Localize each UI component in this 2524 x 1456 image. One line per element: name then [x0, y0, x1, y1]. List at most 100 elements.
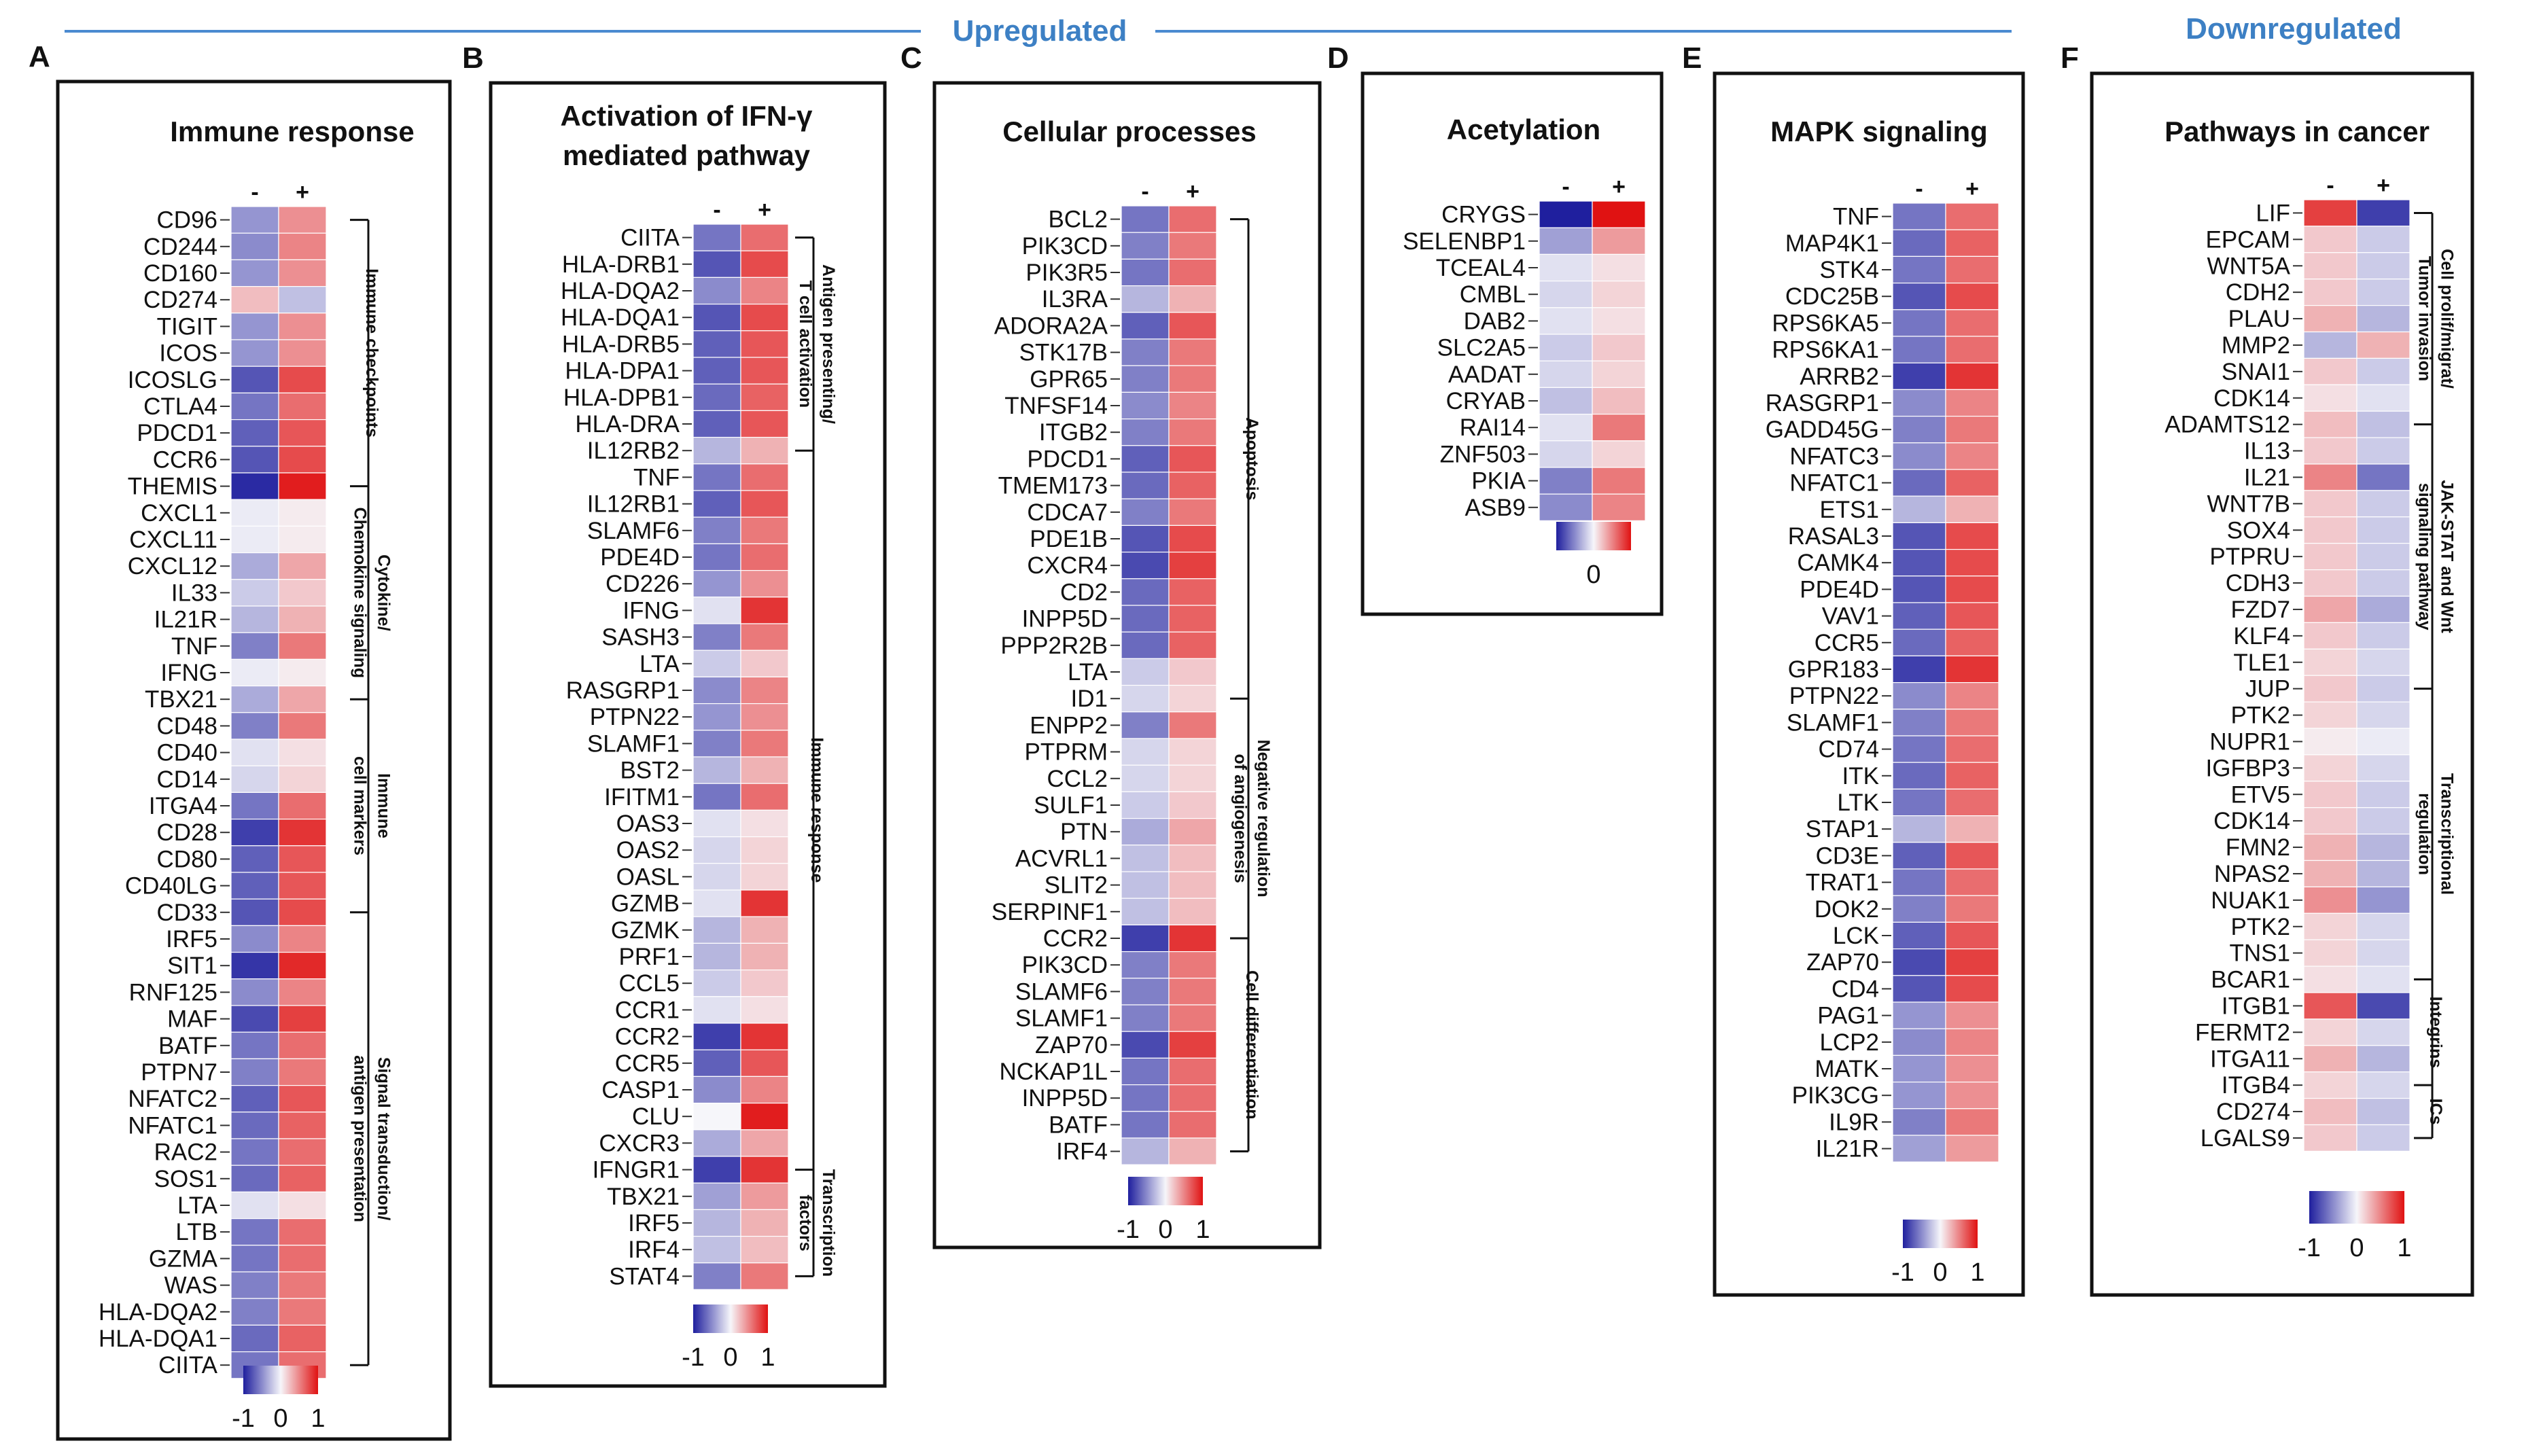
heatmap-cell	[278, 872, 327, 900]
gene-label: PDE4D	[600, 544, 680, 571]
heatmap-cell	[2356, 781, 2411, 809]
gene-label: IRF4	[628, 1237, 680, 1263]
group-label-line: Immune	[374, 773, 393, 838]
gene-label: CD40	[157, 740, 217, 766]
heatmap-cell	[1121, 845, 1170, 872]
heatmap-cell	[278, 818, 327, 847]
heatmap-cell	[740, 1235, 789, 1264]
group-label-line: Transcriptional	[2438, 773, 2457, 895]
group-label-line: Cell prolif/migrat/	[2438, 249, 2457, 389]
heatmap-cell	[278, 1324, 327, 1353]
heatmap-cell	[2356, 516, 2411, 544]
scale-tick-label: -1	[1117, 1215, 1140, 1244]
gene-label: CCL5	[619, 970, 680, 997]
gene-label: CDCA7	[1027, 499, 1108, 526]
heatmap-cell	[1892, 548, 1946, 577]
heatmap-cell	[230, 818, 279, 847]
heatmap-cell	[2303, 675, 2358, 703]
heatmap-cell	[2356, 992, 2411, 1020]
heatmap-cell	[230, 632, 279, 660]
heatmap-cell	[230, 898, 279, 926]
heatmap-cell	[740, 543, 789, 571]
heatmap-cell	[278, 1298, 327, 1326]
gene-label: RASGRP1	[566, 677, 680, 704]
heatmap-cell	[740, 1023, 789, 1050]
heatmap-cell	[693, 597, 741, 624]
heatmap-cell	[1168, 445, 1217, 473]
gene-label: IL9R	[1829, 1109, 1879, 1135]
gene-label: CXCR3	[599, 1130, 680, 1156]
heatmap-cell	[693, 330, 741, 358]
heatmap-cell	[278, 1005, 327, 1033]
gene-label: JUP	[2245, 676, 2290, 703]
panel-letter: B	[462, 41, 484, 75]
panel-frame	[56, 79, 452, 1441]
group-label: ICs	[2426, 1099, 2445, 1125]
heatmap-cell	[278, 978, 327, 1006]
heatmap-cell	[1168, 898, 1217, 925]
heatmap-cell	[230, 1138, 279, 1166]
heatmap-cell	[230, 366, 279, 394]
gene-label: TBX21	[145, 686, 217, 713]
gene-label: STAP1	[1806, 816, 1879, 842]
gene-label: NFATC2	[128, 1086, 217, 1112]
gene-label: SASH3	[601, 624, 680, 651]
gene-label: CRYGS	[1441, 202, 1526, 228]
heatmap-cell	[2303, 912, 2358, 940]
gene-label: ETS1	[1819, 497, 1879, 523]
heatmap-cell	[1892, 575, 1946, 603]
heatmap-cell	[740, 730, 789, 758]
gene-label: PTPN22	[1789, 683, 1879, 709]
gene-label: BST2	[620, 758, 680, 784]
heatmap-cell	[2303, 939, 2358, 967]
gene-label: STK17B	[1019, 340, 1108, 366]
gene-label: PIK3CD	[1022, 233, 1108, 260]
scale-tick-label: 1	[760, 1343, 775, 1372]
gene-label: CMBL	[1460, 281, 1526, 308]
gene-label: ZAP70	[1035, 1032, 1108, 1059]
gene-label: PKIA	[1471, 468, 1526, 495]
heatmap-cell	[1168, 951, 1217, 979]
heatmap-cell	[740, 490, 789, 518]
heatmap-cell	[2356, 437, 2411, 465]
heatmap-cell	[740, 597, 789, 624]
heatmap-cell	[1168, 711, 1217, 739]
heatmap-cell	[693, 916, 741, 944]
gene-label: IFNG	[160, 660, 217, 686]
gene-label: KLF4	[2233, 623, 2290, 650]
heatmap-cell	[2303, 543, 2358, 571]
condition-label: +	[758, 197, 771, 223]
gene-label: TBX21	[607, 1184, 680, 1210]
heatmap-cell	[230, 792, 279, 820]
gene-label: GZMK	[611, 917, 680, 944]
heatmap-cell	[230, 472, 279, 500]
heatmap-cell	[230, 1031, 279, 1059]
heatmap-cell	[740, 463, 789, 491]
gene-label: PTPN7	[141, 1059, 217, 1086]
gene-label: CXCL11	[129, 527, 217, 553]
gene-label: ITGB2	[1039, 419, 1108, 446]
heatmap-cell	[230, 872, 279, 900]
heatmap-cell	[1168, 551, 1217, 580]
heatmap-cell	[693, 357, 741, 385]
gene-label: PDE1B	[1030, 526, 1108, 552]
heatmap-cell	[1892, 1081, 1946, 1109]
heatmap-cell	[2303, 410, 2358, 438]
heatmap-cell	[230, 1271, 279, 1299]
heatmap-cell	[740, 1262, 789, 1290]
heatmap-cell	[2356, 728, 2411, 756]
heatmap-cell	[2356, 701, 2411, 729]
heatmap-cell	[1892, 229, 1946, 258]
heatmap-cell	[1168, 738, 1217, 766]
gene-label: CD28	[157, 819, 217, 846]
gene-label: TLE1	[2233, 650, 2290, 676]
gene-label: TNS1	[2230, 940, 2290, 967]
heatmap-cell	[2303, 569, 2358, 597]
gene-label: ARRB2	[1800, 363, 1879, 390]
gene-label: CD2	[1060, 579, 1108, 605]
heatmap-cell	[1168, 605, 1217, 633]
gene-label: NCKAP1L	[999, 1059, 1108, 1085]
heatmap-cell	[1945, 522, 1999, 550]
heatmap-cell	[278, 419, 327, 447]
gene-label: TNF	[171, 633, 217, 660]
